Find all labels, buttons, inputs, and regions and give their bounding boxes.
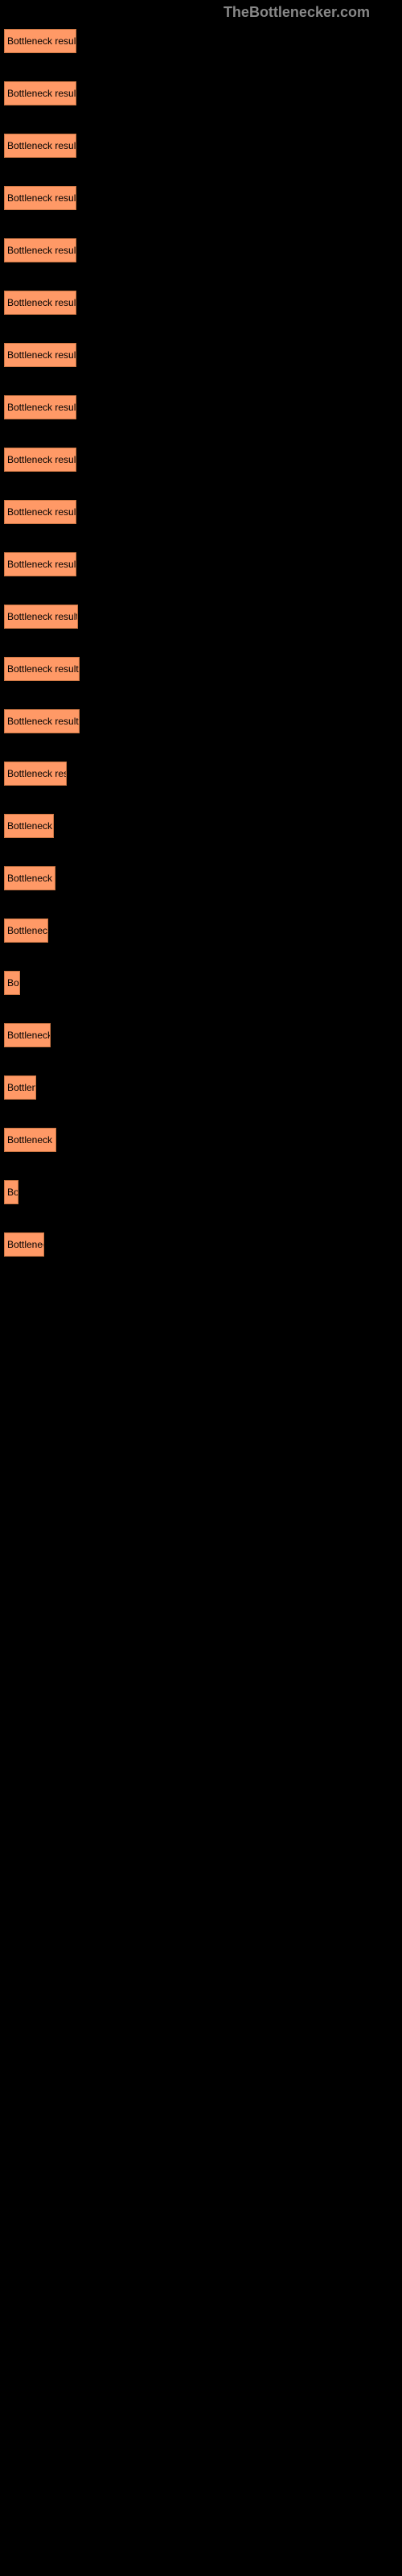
bar-label: Bottleneck result (7, 1187, 18, 1198)
bar-row: Bottleneck result (4, 971, 402, 995)
bar-row: Bottleneck result (4, 814, 402, 838)
bar-label: Bottleneck result (7, 1239, 43, 1250)
bar-label: Bottleneck result (7, 245, 76, 256)
result-bar: Bottleneck result (4, 1180, 18, 1204)
bar-label: Bottleneck result (7, 873, 55, 884)
bar-row: Bottleneck result (4, 134, 402, 158)
bar-row: Bottleneck result (4, 343, 402, 367)
bar-label: Bottleneck result (7, 349, 76, 361)
bar-row: Bottleneck result (4, 1180, 402, 1204)
bar-label: Bottleneck result (7, 192, 76, 204)
bar-row: Bottleneck result (4, 186, 402, 210)
bar-row: Bottleneck result (4, 81, 402, 105)
bar-row: Bottleneck result (4, 291, 402, 315)
bar-row: Bottleneck result (4, 500, 402, 524)
bar-label: Bottleneck result (7, 454, 76, 465)
bar-row: Bottleneck result (4, 1023, 402, 1047)
bar-row: Bottleneck result (4, 1075, 402, 1100)
bar-row: Bottleneck result (4, 762, 402, 786)
bar-label: Bottleneck result (7, 768, 66, 779)
result-bar: Bottleneck result (4, 291, 76, 315)
header: TheBottlenecker.com (0, 0, 402, 25)
bar-label: Bottleneck result (7, 559, 76, 570)
site-title: TheBottlenecker.com (224, 4, 370, 20)
result-bar: Bottleneck result (4, 866, 55, 890)
result-bar: Bottleneck result (4, 1023, 51, 1047)
result-bar: Bottleneck result (4, 238, 76, 262)
bar-row: Bottleneck result (4, 238, 402, 262)
bar-label: Bottleneck result (7, 35, 76, 47)
bar-label: Bottleneck result (7, 506, 76, 518)
result-bar: Bottleneck result (4, 186, 76, 210)
result-bar: Bottleneck result (4, 29, 76, 53)
bar-label: Bottleneck result (7, 140, 76, 151)
bar-row: Bottleneck result (4, 709, 402, 733)
bar-label: Bottleneck result (7, 1134, 55, 1146)
bar-row: Bottleneck result (4, 605, 402, 629)
bar-label: Bottleneck result (7, 663, 79, 675)
result-bar: Bottleneck result (4, 448, 76, 472)
bar-label: Bottleneck result (7, 88, 76, 99)
result-bar: Bottleneck result (4, 500, 76, 524)
bar-row: Bottleneck result (4, 919, 402, 943)
bar-row: Bottleneck result (4, 1128, 402, 1152)
bar-label: Bottleneck result (7, 925, 47, 936)
bar-label: Bottleneck result (7, 1082, 35, 1093)
result-bar: Bottleneck result (4, 343, 76, 367)
bar-label: Bottleneck result (7, 297, 76, 308)
result-bar: Bottleneck result (4, 1232, 44, 1257)
result-bar: Bottleneck result (4, 709, 80, 733)
bar-row: Bottleneck result (4, 866, 402, 890)
bar-row: Bottleneck result (4, 552, 402, 576)
chart-container: Bottleneck result Bottleneck result Bottle… (0, 25, 402, 1289)
result-bar: Bottleneck result (4, 919, 48, 943)
bar-label: Bottleneck result (7, 402, 76, 413)
bar-row: Bottleneck result (4, 657, 402, 681)
bar-row: Bottleneck result (4, 29, 402, 53)
result-bar: Bottleneck result (4, 814, 54, 838)
result-bar: Bottleneck result (4, 1128, 56, 1152)
result-bar: Bottleneck result (4, 1075, 36, 1100)
result-bar: Bottleneck result (4, 552, 76, 576)
bar-row: Bottleneck result (4, 1232, 402, 1257)
result-bar: Bottleneck result (4, 762, 67, 786)
bar-label: Bottleneck result (7, 820, 53, 832)
bar-label: Bottleneck result (7, 977, 19, 989)
bar-label: Bottleneck result (7, 1030, 50, 1041)
result-bar: Bottleneck result (4, 395, 76, 419)
bar-label: Bottleneck result (7, 611, 77, 622)
result-bar: Bottleneck result (4, 134, 76, 158)
result-bar: Bottleneck result (4, 657, 80, 681)
bar-label: Bottleneck result (7, 716, 79, 727)
bar-row: Bottleneck result (4, 395, 402, 419)
result-bar: Bottleneck result (4, 971, 20, 995)
bar-row: Bottleneck result (4, 448, 402, 472)
result-bar: Bottleneck result (4, 605, 78, 629)
result-bar: Bottleneck result (4, 81, 76, 105)
